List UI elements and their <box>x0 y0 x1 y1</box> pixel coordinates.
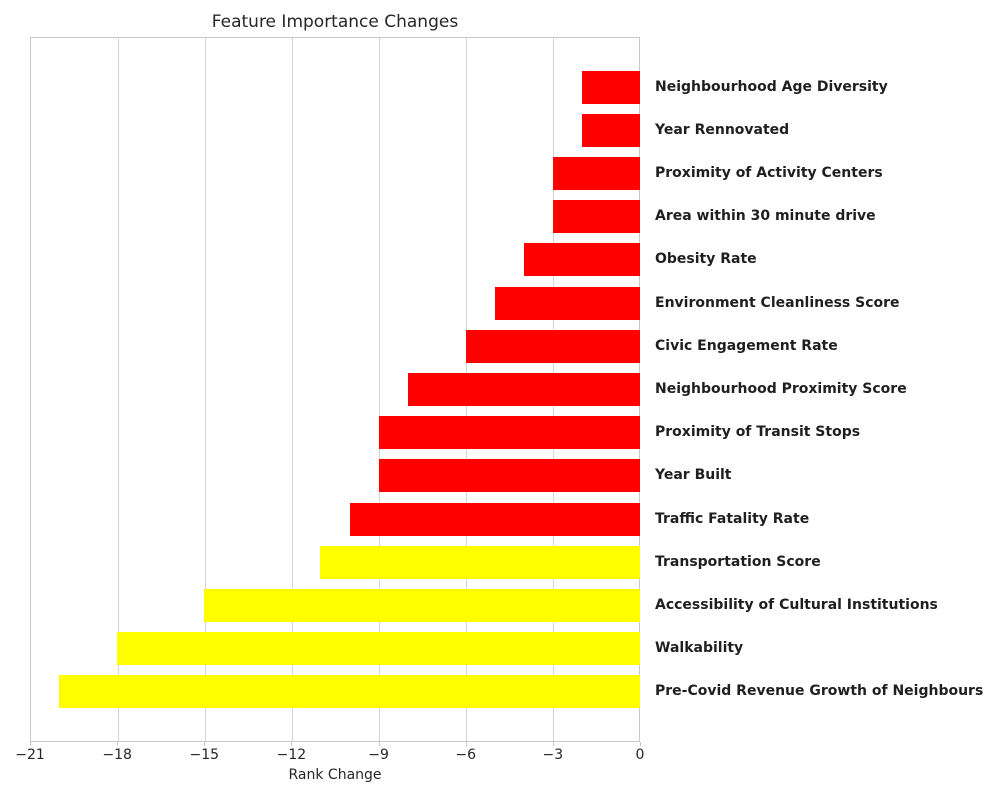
x-tick-label: 0 <box>635 747 645 763</box>
bar-row: Accessibility of Cultural Institutions <box>30 584 980 627</box>
bar-row: Transportation Score <box>30 541 980 584</box>
bar-label: Year Built <box>655 467 732 484</box>
gridline <box>117 38 119 741</box>
bar <box>552 156 640 190</box>
bar-row: Environment Cleanliness Score <box>30 282 980 325</box>
x-tick-mark <box>640 742 641 746</box>
x-tick-mark <box>465 742 467 746</box>
bar-row: Neighbourhood Age Diversity <box>30 66 980 109</box>
bar-label: Proximity of Transit Stops <box>655 424 861 441</box>
x-tick-mark <box>552 742 554 746</box>
bar-label: Pre-Covid Revenue Growth of Neighbours <box>655 683 984 700</box>
bar <box>349 502 640 536</box>
bar-label: Proximity of Activity Centers <box>655 164 883 181</box>
x-axis-label: Rank Change <box>288 767 382 783</box>
bar-label: Year Rennovated <box>655 121 790 138</box>
bar-label: Accessibility of Cultural Institutions <box>655 596 938 613</box>
bar-row: Civic Engagement Rate <box>30 325 980 368</box>
x-tick-label: −12 <box>276 747 307 763</box>
bar <box>204 588 640 622</box>
bar-label: Transportation Score <box>655 553 821 570</box>
x-tick-label: −9 <box>368 747 389 763</box>
bar-label: Neighbourhood Proximity Score <box>655 380 907 397</box>
bar <box>59 675 640 709</box>
bar-label: Civic Engagement Rate <box>655 337 838 354</box>
bar <box>465 329 640 363</box>
bar-label: Area within 30 minute drive <box>655 208 876 225</box>
bar <box>117 632 640 666</box>
bar-row: Obesity Rate <box>30 238 980 281</box>
bar-label: Obesity Rate <box>655 251 757 268</box>
bar-row: Year Rennovated <box>30 109 980 152</box>
gridline <box>379 38 381 741</box>
gridline <box>291 38 293 741</box>
x-tick-mark <box>291 742 293 746</box>
x-tick-label: −6 <box>455 747 477 763</box>
x-tick-mark <box>378 742 380 746</box>
bar <box>378 459 640 493</box>
bar-label: Walkability <box>655 640 744 657</box>
bar-row: Proximity of Activity Centers <box>30 152 980 195</box>
x-tick-mark <box>204 742 206 746</box>
bar <box>494 286 640 320</box>
bar-row: Neighbourhood Proximity Score <box>30 368 980 411</box>
bar <box>581 70 640 104</box>
bar-row: Area within 30 minute drive <box>30 195 980 238</box>
bar <box>378 416 640 450</box>
bar-row: Walkability <box>30 627 980 670</box>
bar-label: Environment Cleanliness Score <box>655 294 900 311</box>
bar-label: Traffic Fatality Rate <box>655 510 810 527</box>
x-tick-mark <box>117 742 119 746</box>
bar <box>552 200 640 234</box>
x-tick-mark <box>30 742 31 746</box>
bar-label: Neighbourhood Age Diversity <box>655 78 888 95</box>
bar-rows: Neighbourhood Age Diversity Year Rennovat… <box>30 66 984 714</box>
x-tick-label: −15 <box>189 747 220 763</box>
bar-row: Proximity of Transit Stops <box>30 411 980 454</box>
x-tick-label: −18 <box>102 747 132 763</box>
bar-row: Traffic Fatality Rate <box>30 498 980 541</box>
x-tick-label: −21 <box>15 747 45 763</box>
bar <box>320 545 640 579</box>
bar <box>407 372 640 406</box>
bar-row: Year Built <box>30 454 980 497</box>
bar <box>581 113 640 147</box>
bar-row: Pre-Covid Revenue Growth of Neighbours <box>30 670 984 713</box>
gridline <box>204 38 206 741</box>
x-tick-label: −3 <box>542 747 564 763</box>
chart-title: Feature Importance Changes <box>211 12 459 32</box>
bar <box>523 243 640 277</box>
